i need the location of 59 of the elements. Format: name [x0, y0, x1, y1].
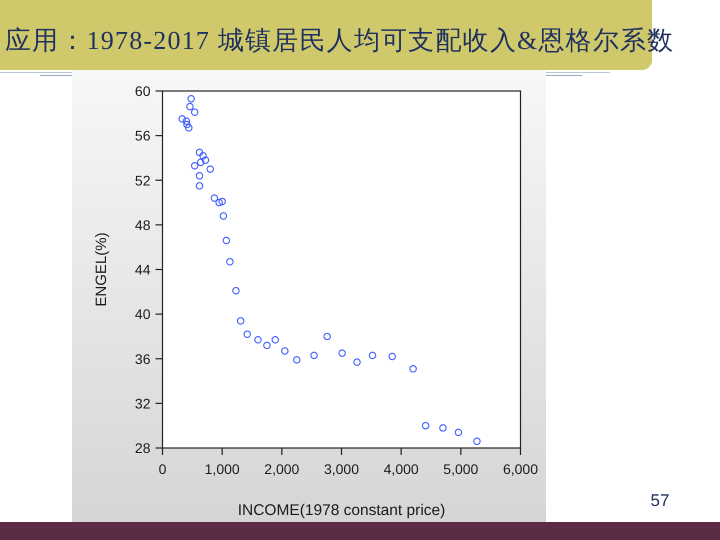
point	[353, 358, 361, 366]
x-axis-title: INCOME(1978 constant price)	[238, 502, 446, 519]
y-tick-label: 60	[134, 83, 151, 99]
point	[281, 347, 289, 355]
point	[210, 194, 218, 202]
x-tick-label: 6,000	[502, 461, 538, 477]
y-tick-label: 36	[134, 350, 151, 367]
y-tick-label: 40	[134, 306, 151, 322]
y-axis-title: ENGEL(%)	[93, 232, 110, 307]
point	[222, 236, 230, 244]
x-tick-label: 4,000	[384, 461, 419, 477]
point	[439, 424, 447, 432]
point	[215, 198, 223, 206]
y-tick-label: 52	[134, 172, 151, 188]
point	[454, 428, 462, 436]
x-tick-label: 3,000	[324, 461, 360, 477]
point	[310, 352, 318, 360]
point	[190, 162, 198, 170]
point	[473, 438, 481, 446]
point	[199, 152, 207, 160]
point	[243, 330, 251, 338]
point	[196, 182, 204, 190]
point	[220, 212, 228, 220]
text: 57	[650, 491, 670, 510]
point	[338, 349, 346, 357]
point	[196, 148, 204, 156]
point	[196, 158, 204, 166]
point	[368, 352, 376, 360]
point	[409, 365, 417, 373]
point	[202, 156, 210, 164]
y-tick-label: 44	[134, 262, 151, 278]
point	[232, 286, 240, 294]
point	[186, 102, 194, 110]
point	[185, 124, 193, 132]
point	[206, 165, 214, 173]
point	[293, 356, 300, 364]
point	[272, 336, 280, 344]
point	[187, 95, 195, 103]
point	[196, 172, 204, 180]
point	[323, 332, 331, 340]
y-tick-label: 48	[134, 216, 151, 233]
x-tick-label: 0	[158, 461, 167, 477]
point	[178, 115, 186, 123]
point	[236, 317, 244, 325]
point	[218, 198, 226, 206]
point	[422, 422, 430, 430]
y-tick-label: 56	[134, 128, 151, 144]
y-tick-label: 28	[134, 440, 151, 456]
x-tick-label: 2,000	[264, 461, 300, 477]
point	[388, 352, 396, 360]
point	[182, 117, 190, 125]
x-tick-label: 1,000	[204, 461, 240, 477]
point	[183, 120, 191, 128]
y-tick-label: 32	[134, 395, 151, 412]
point	[226, 258, 234, 266]
point	[190, 108, 198, 116]
point	[263, 342, 271, 350]
x-tick-label: 5,000	[443, 461, 479, 477]
point	[254, 336, 262, 344]
